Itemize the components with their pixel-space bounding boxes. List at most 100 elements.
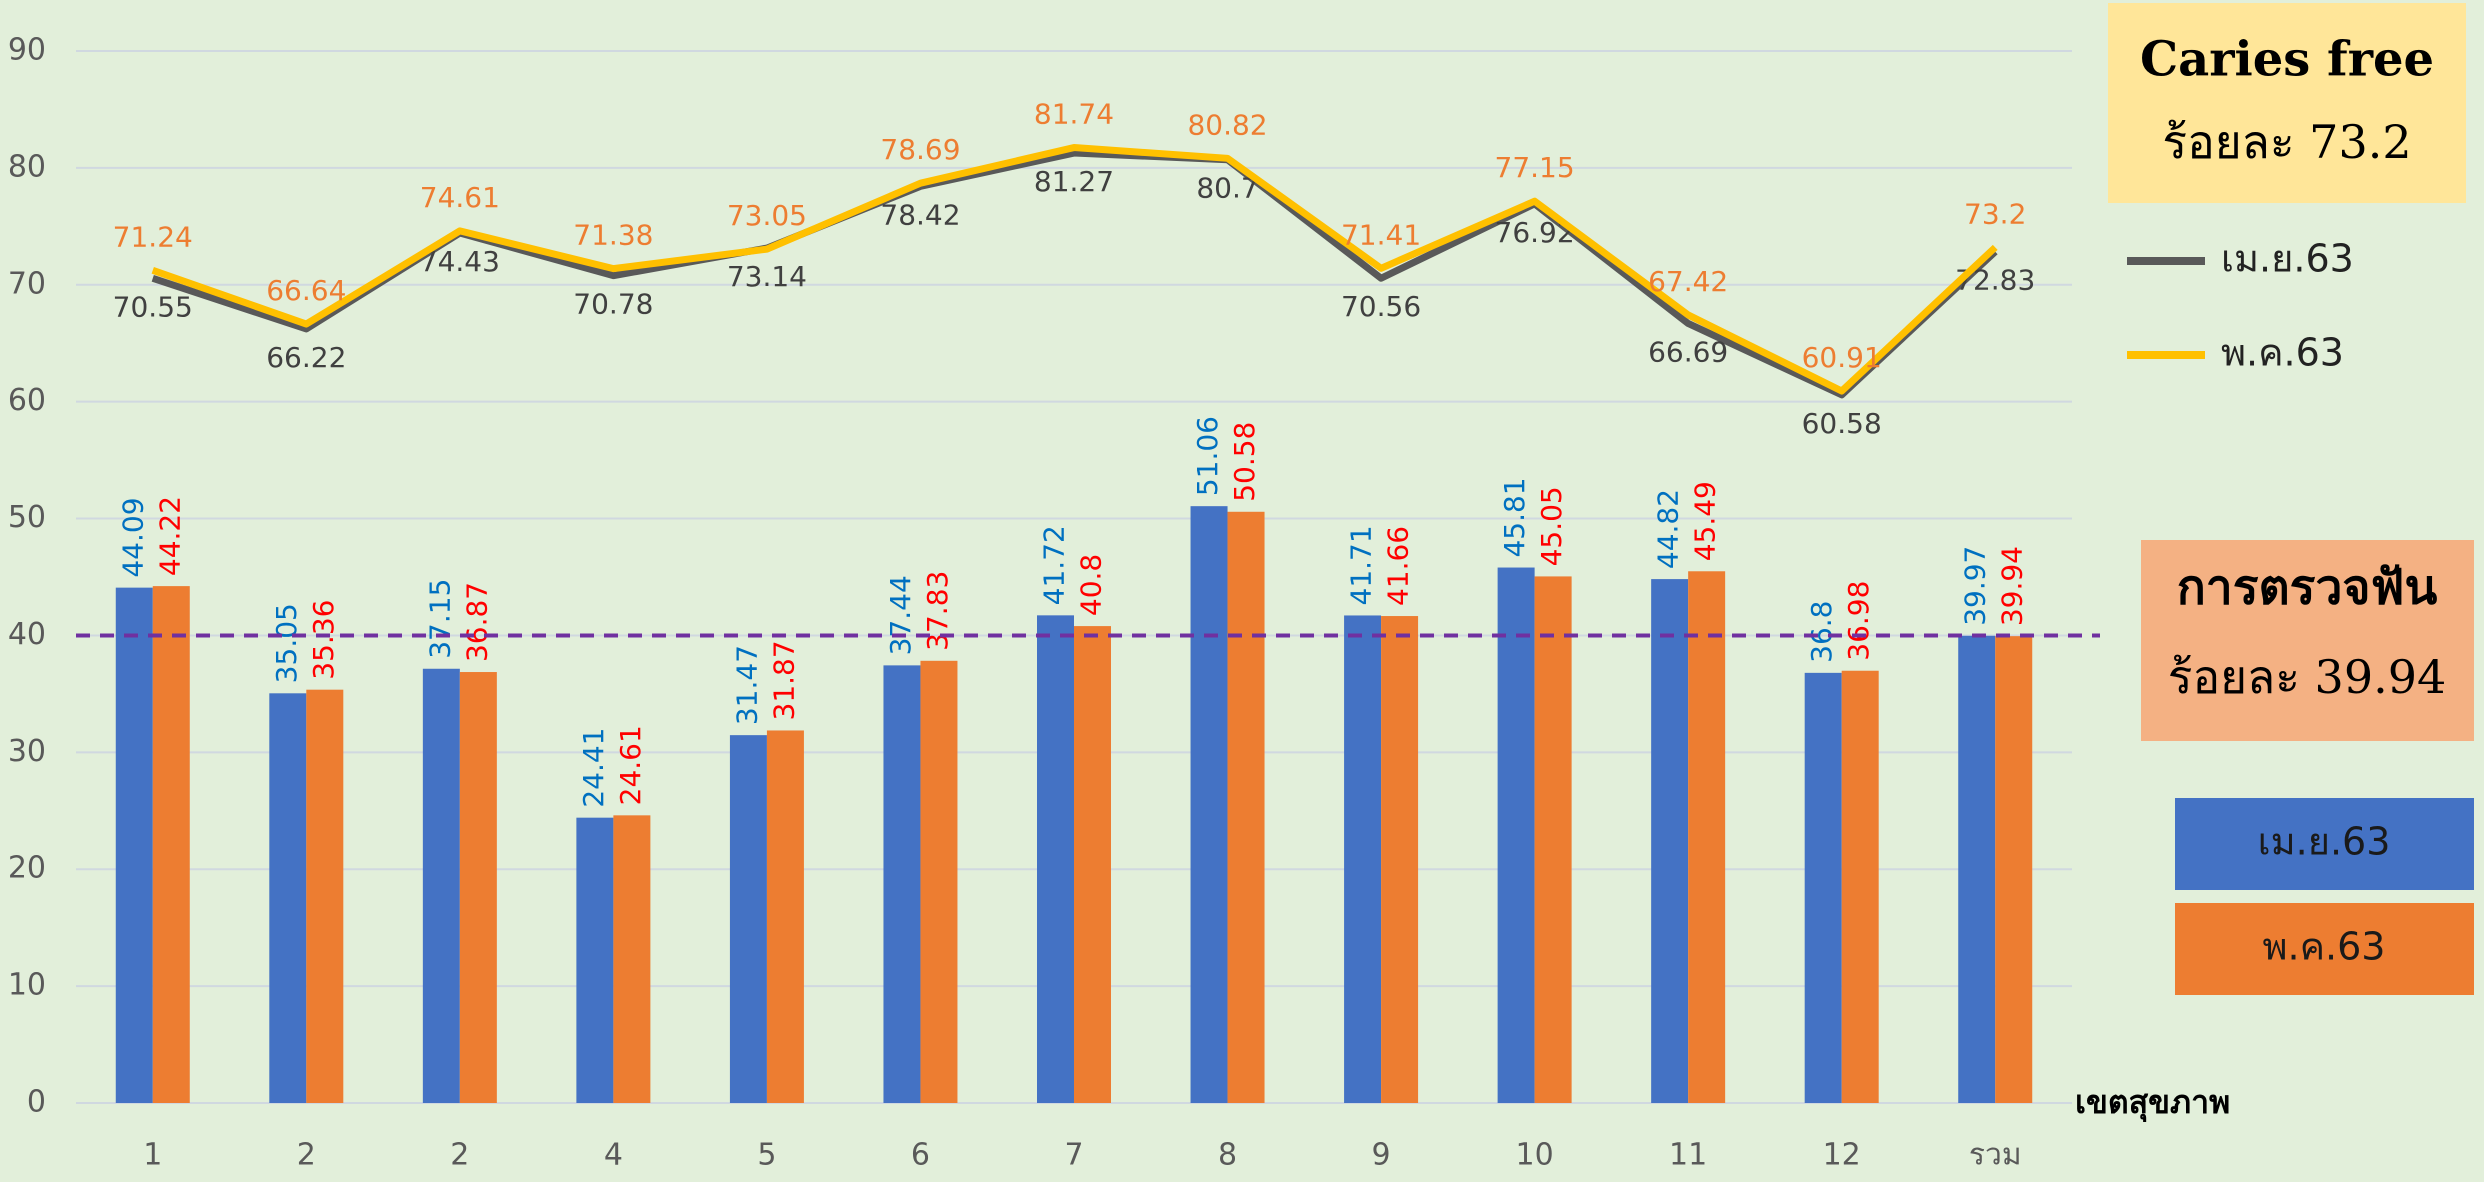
bar [1381, 616, 1419, 1103]
y-tick-label: 90 [8, 33, 46, 68]
line-value-label: 78.69 [880, 133, 960, 166]
y-tick-label: 70 [8, 266, 46, 301]
annotation-title: การตรวจฟัน [2177, 560, 2438, 616]
bar [1804, 672, 1842, 1103]
line-value-label: 71.38 [573, 219, 653, 252]
bar [1497, 567, 1535, 1103]
x-tick-label: 2 [450, 1138, 469, 1173]
line-value-label: 80.82 [1187, 108, 1267, 141]
bar-value-label: 39.97 [1959, 546, 1992, 626]
line-value-label: 73.05 [727, 199, 807, 232]
bar [883, 665, 921, 1103]
bar [576, 817, 614, 1103]
bar [152, 586, 190, 1103]
bar-value-label: 41.71 [1345, 525, 1378, 605]
bar-value-label: 41.66 [1382, 526, 1415, 606]
legend-box [2175, 903, 2474, 995]
y-tick-label: 0 [27, 1085, 46, 1120]
bar [729, 735, 767, 1103]
bar-value-label: 35.05 [270, 603, 303, 683]
x-tick-label: 2 [297, 1138, 316, 1173]
bar-value-label: 44.82 [1652, 489, 1685, 569]
y-tick-label: 20 [8, 851, 46, 886]
bar-value-label: 31.47 [730, 645, 763, 725]
legend-label: เม.ย.63 [2221, 237, 2354, 281]
bar [1841, 670, 1879, 1103]
bar [766, 730, 804, 1103]
bar-value-label: 36.87 [460, 582, 493, 662]
x-tick-label: 7 [1064, 1138, 1083, 1173]
bar-value-label: 41.72 [1038, 525, 1071, 605]
bar-value-label: 40.8 [1075, 554, 1108, 616]
x-tick-label: 4 [604, 1138, 623, 1173]
bar-value-label: 37.15 [423, 579, 456, 659]
bar [115, 587, 153, 1103]
bar [1190, 506, 1228, 1103]
bar [1037, 615, 1074, 1103]
line-value-label: 71.41 [1341, 218, 1421, 251]
legend-label: พ.ค.63 [2263, 925, 2386, 969]
line-value-label: 73.14 [727, 260, 807, 293]
x-tick-label: รวม [1969, 1138, 2022, 1173]
bar [920, 660, 958, 1103]
bar [1344, 615, 1382, 1103]
line-value-label: 66.22 [266, 341, 346, 374]
bar-value-label: 45.49 [1689, 481, 1722, 561]
bar-value-label: 31.87 [767, 640, 800, 720]
annotation-box [2141, 540, 2474, 741]
bar [1074, 626, 1111, 1103]
bar-value-label: 44.09 [116, 497, 149, 577]
line-value-label: 70.56 [1341, 290, 1421, 323]
y-tick-label: 80 [8, 149, 46, 184]
bar-value-label: 45.81 [1498, 477, 1531, 557]
legend-label: พ.ค.63 [2221, 331, 2344, 375]
bar-value-label: 36.8 [1805, 601, 1838, 663]
line-value-label: 73.2 [1964, 197, 2026, 230]
bar [613, 815, 651, 1103]
line-value-label: 81.74 [1034, 98, 1114, 131]
x-tick-label: 5 [757, 1138, 776, 1173]
bar-value-label: 24.61 [614, 725, 647, 805]
line-value-label: 78.42 [880, 198, 960, 231]
line-value-label: 66.64 [266, 274, 346, 307]
bar-value-label: 45.05 [1535, 486, 1568, 566]
bar-value-label: 35.36 [307, 600, 340, 680]
bar [269, 693, 307, 1103]
line-value-label: 60.58 [1802, 407, 1882, 440]
y-tick-label: 50 [8, 500, 46, 535]
annotation-subtitle: ร้อยละ 39.94 [2168, 650, 2447, 704]
bar-value-label: 37.83 [921, 571, 954, 651]
x-tick-label: 9 [1372, 1138, 1391, 1173]
bar [1227, 511, 1265, 1103]
annotation-box [2108, 3, 2466, 203]
bar [1995, 636, 2033, 1103]
line-value-label: 72.83 [1955, 264, 2035, 297]
legend-box [2175, 798, 2474, 890]
bar-value-label: 36.98 [1842, 581, 1875, 661]
line-value-label: 60.91 [1802, 341, 1882, 374]
bar [1958, 635, 1996, 1103]
annotation-title: Caries free [2140, 32, 2434, 88]
legend-label: เม.ย.63 [2258, 820, 2391, 864]
x-tick-label: 1 [143, 1138, 162, 1173]
y-tick-label: 10 [8, 968, 46, 1003]
bar [459, 672, 497, 1103]
y-tick-label: 60 [8, 383, 46, 418]
line-value-label: 70.55 [113, 290, 193, 323]
bar [1688, 571, 1726, 1103]
annotation-subtitle: ร้อยละ 73.2 [2162, 115, 2411, 169]
bar [1651, 579, 1689, 1103]
bar-value-label: 37.44 [884, 575, 917, 655]
line-value-label: 67.42 [1648, 265, 1728, 298]
line-value-label: 71.24 [113, 220, 193, 253]
line-value-label: 70.78 [573, 288, 653, 321]
line [151, 144, 1998, 395]
x-tick-label: 6 [911, 1138, 930, 1173]
bar [422, 668, 460, 1103]
line-value-label: 66.69 [1648, 335, 1728, 368]
x-tick-label: 8 [1218, 1138, 1237, 1173]
line-value-label: 74.61 [420, 181, 500, 214]
bar-value-label: 24.41 [577, 728, 610, 808]
